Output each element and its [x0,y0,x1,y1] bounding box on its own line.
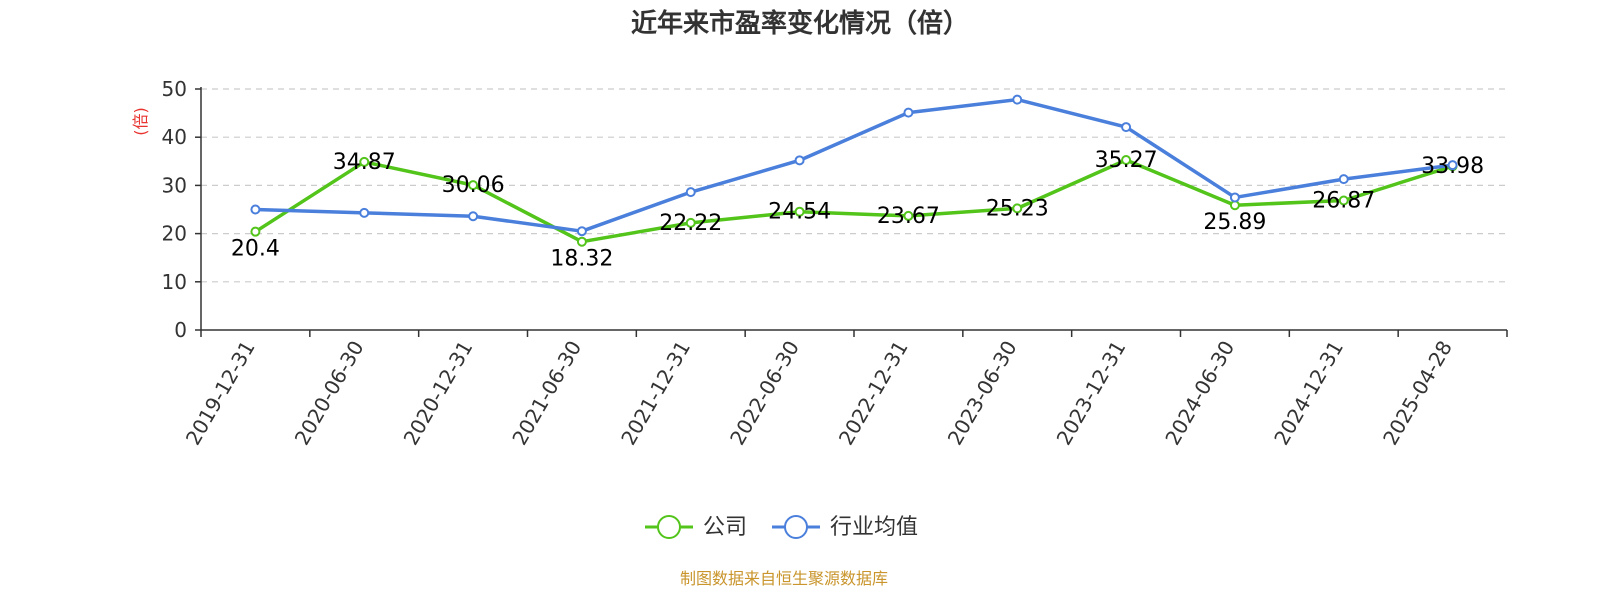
data-labels: 20.4 34.87 30.06 18.32 22.22 24.54 23.67 25.23 3… [231,148,1484,272]
data-label: 24.54 [768,200,831,225]
legend-item-industry-average[interactable]: 行业均值 [772,515,918,540]
x-tick-label: 2022-06-30 [725,337,804,450]
chart-title: 近年来市盈率变化情况（倍） [631,8,969,39]
data-label: 20.4 [231,237,280,262]
x-tick-label: 2024-12-31 [1269,337,1348,450]
series-0-point [685,217,696,228]
legend[interactable]: 公司 行业均值 [645,515,918,540]
data-label: 23.67 [877,204,940,229]
series-1-point [903,107,914,118]
data-label: 34.87 [333,150,396,175]
x-axis-ticks: 2019-12-31 2020-06-30 2020-12-31 2021-06-30… [181,330,1508,450]
data-label: 35.27 [1095,148,1158,173]
data-source-note: 制图数据来自恒生聚源数据库 [680,569,888,588]
axes [200,87,1507,331]
series-0-point [794,206,805,217]
series-line-1 [255,97,1453,233]
series-0-point [1012,203,1023,214]
y-axis-unit-label: (倍) [131,107,150,136]
x-tick-label: 2019-12-31 [181,337,260,450]
series-1-point [1229,192,1240,203]
series-0-point [359,156,370,167]
series-line-0 [254,158,1454,244]
series-0-point [576,236,587,247]
series-1-point [794,155,805,166]
data-label: 22.22 [659,211,722,236]
data-label: 18.32 [550,247,613,272]
y-tick-label-20: 20 [162,222,187,246]
series-1-point [576,226,587,237]
x-tick-label: 2022-12-31 [834,337,913,450]
legend-label-company: 公司 [703,515,747,540]
legend-circle-company [657,515,681,539]
x-tick-label: 2025-04-28 [1378,337,1457,450]
data-label: 25.89 [1203,210,1266,235]
data-label: 25.23 [986,196,1049,221]
series-0-point [250,226,261,237]
data-label: 30.06 [442,173,505,198]
series-1-point [359,207,370,218]
series-1-point [1447,160,1458,171]
data-label: 26.87 [1312,188,1375,213]
y-tick-label-50: 50 [162,77,187,101]
series-points [250,94,1458,247]
x-tick-label: 2023-12-31 [1052,337,1131,450]
series-0-point [903,210,914,221]
series-1-point [1121,122,1132,133]
series-0-point [468,180,479,191]
series-1-point [468,211,479,222]
series-1-point [1338,174,1349,185]
series-0-point [1338,195,1349,206]
x-tick-label: 2021-12-31 [616,337,695,450]
x-tick-label: 2021-06-30 [507,337,586,450]
x-tick-label: 2023-06-30 [943,337,1022,450]
y-tick-label-30: 30 [162,173,187,197]
y-axis-ticks: 0 10 20 30 40 50 [162,77,201,342]
series-1-point [685,187,696,198]
legend-item-company[interactable]: 公司 [645,515,747,540]
series-0-point [1121,154,1132,165]
series-1-point [1012,94,1023,105]
x-tick-label: 2024-06-30 [1160,337,1239,450]
y-tick-label-10: 10 [162,270,187,294]
series-1-point [250,204,261,215]
legend-circle-industry-average [784,515,808,539]
x-tick-label: 2020-06-30 [290,337,369,450]
x-tick-label: 2020-12-31 [399,337,478,450]
y-tick-label-0: 0 [174,318,187,342]
y-tick-label-40: 40 [162,125,187,149]
data-label: 33.98 [1421,154,1484,179]
legend-label-industry-average: 行业均值 [830,515,918,540]
series-lines [254,97,1454,244]
